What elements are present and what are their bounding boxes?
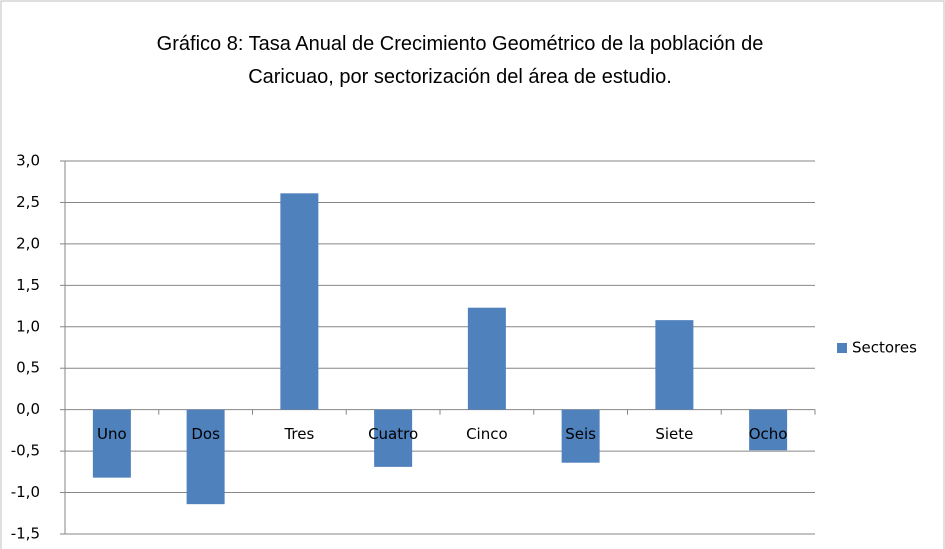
legend-swatch xyxy=(837,343,847,353)
x-tick-label: Seis xyxy=(565,425,596,443)
x-tick-label: Siete xyxy=(655,425,693,443)
x-tick-label: Tres xyxy=(283,425,314,443)
y-tick-label: 1,5 xyxy=(16,276,40,294)
y-tick-label: 2,0 xyxy=(16,234,40,252)
bar xyxy=(374,409,413,467)
bar xyxy=(561,409,600,463)
y-tick-label: 1,0 xyxy=(16,317,40,335)
chart-title: Gráfico 8: Tasa Anual de Crecimiento Geo… xyxy=(156,33,764,88)
y-tick-label: -1,5 xyxy=(11,525,40,543)
bar xyxy=(186,409,225,505)
bar xyxy=(280,193,319,410)
y-tick-label: 2,5 xyxy=(16,193,40,211)
y-tick-label: -0,5 xyxy=(11,442,40,460)
x-tick-label: Cuatro xyxy=(368,425,418,443)
bar xyxy=(749,409,788,451)
x-tick-label: Cinco xyxy=(466,425,508,443)
legend-label: Sectores xyxy=(852,339,917,357)
y-tick-label: -1,0 xyxy=(11,483,40,501)
bar xyxy=(655,320,694,410)
bar xyxy=(92,409,131,478)
bar xyxy=(467,307,506,410)
y-tick-label: 0,5 xyxy=(16,359,40,377)
x-tick-label: Dos xyxy=(191,425,220,443)
y-tick-label: 0,0 xyxy=(16,400,40,418)
y-tick-label: 3,0 xyxy=(16,152,40,170)
x-tick-label: Uno xyxy=(97,425,127,443)
x-tick-label: Ocho xyxy=(749,425,788,443)
